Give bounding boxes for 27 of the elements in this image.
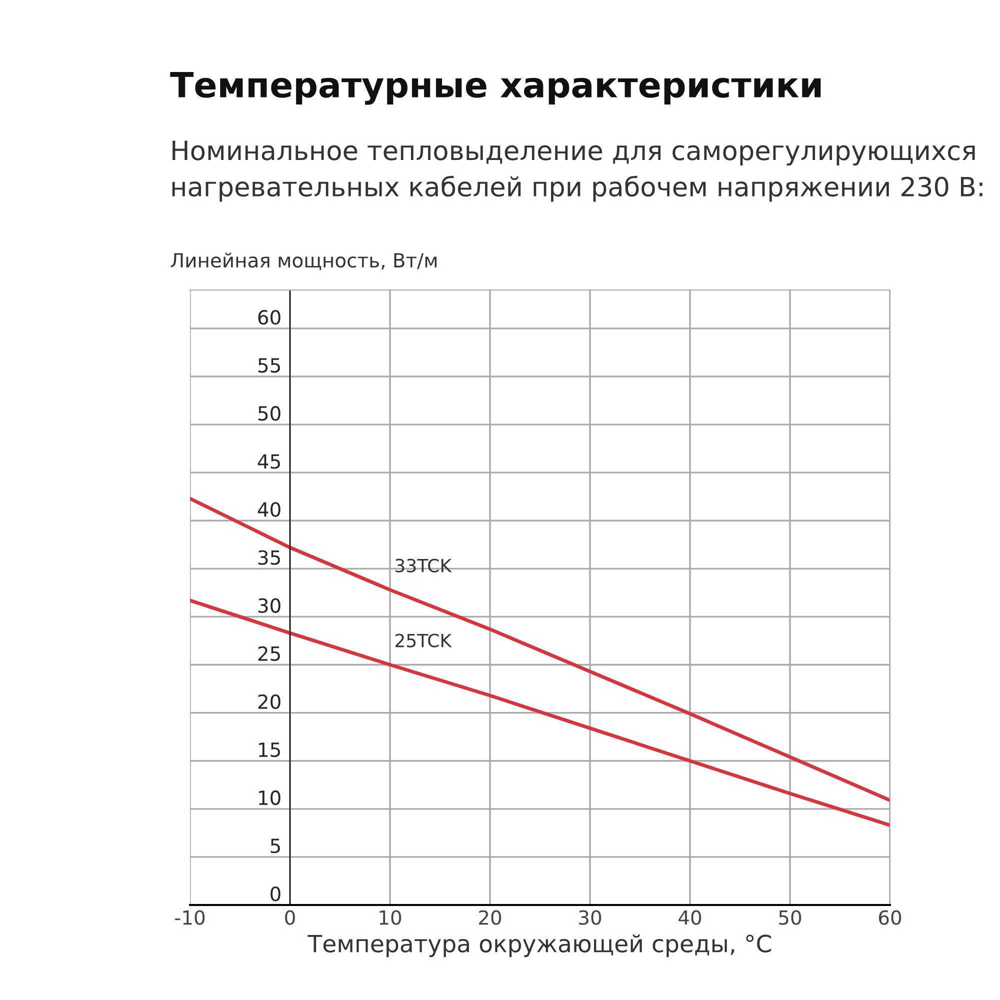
x-tick-label: -10 xyxy=(175,910,205,925)
y-tick-label: 45 xyxy=(258,454,280,469)
x-tick-label: 30 xyxy=(579,910,602,925)
y-tick-label: 50 xyxy=(258,406,280,421)
y-tick-label: 40 xyxy=(258,502,280,517)
y-tick-label: 35 xyxy=(258,550,280,565)
x-tick-label: 10 xyxy=(380,910,402,925)
y-axis-title: Линейная мощность, Вт/м xyxy=(170,252,437,270)
x-tick-label: 0 xyxy=(285,910,295,925)
x-tick-label: 20 xyxy=(479,910,502,925)
y-tick-label: 20 xyxy=(258,694,280,710)
y-tick-label: 5 xyxy=(270,838,280,854)
series-label: 25TCK xyxy=(395,634,452,648)
chart-subtitle: Номинальное тепловыделение для саморегулирующихся нагревательных кабелей при рабочем напряжении 230 В: xyxy=(172,140,982,202)
y-tick-label: 60 xyxy=(258,310,280,325)
x-tick-label: 60 xyxy=(878,910,902,925)
y-tick-label: 15 xyxy=(259,742,280,758)
x-axis-title: Температура окружающей среды, °C xyxy=(308,934,771,958)
x-tick-label: 50 xyxy=(779,910,802,925)
y-tick-label: 0 xyxy=(270,886,280,902)
series-label: 33TCK xyxy=(396,558,452,572)
y-tick-label: 25 xyxy=(258,646,280,661)
y-tick-label: 10 xyxy=(259,790,280,806)
y-tick-label: 30 xyxy=(258,598,280,613)
x-tick-label: 40 xyxy=(678,910,702,925)
y-tick-label: 55 xyxy=(258,358,280,373)
chart-title: Температурные характеристики xyxy=(170,72,821,105)
